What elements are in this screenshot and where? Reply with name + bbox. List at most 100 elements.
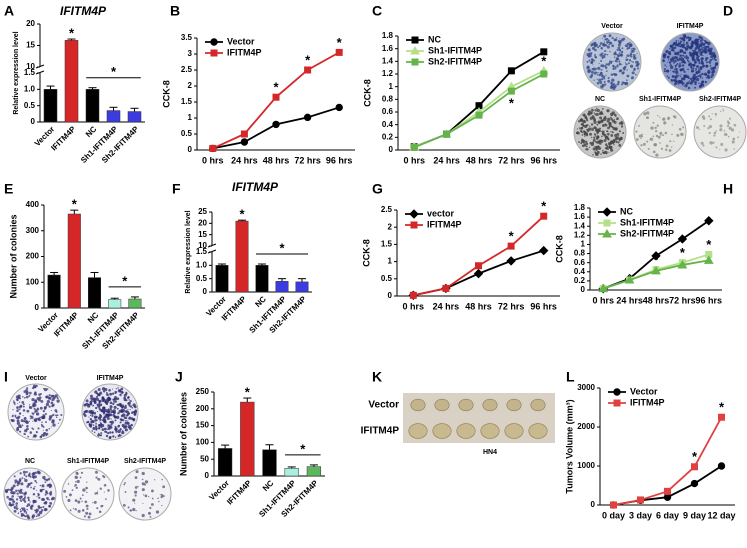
colony: [603, 139, 607, 142]
colony: [21, 507, 23, 510]
colony: [685, 37, 688, 39]
colony: [19, 472, 22, 475]
significance-star: *: [509, 96, 515, 111]
colony: [588, 146, 591, 148]
significance-star: *: [719, 400, 725, 415]
colony: [22, 507, 26, 511]
colony: [652, 121, 655, 124]
colony: [18, 405, 22, 409]
colony: [94, 416, 96, 419]
colony: [125, 420, 127, 422]
colony: [720, 142, 724, 146]
colony: [106, 410, 109, 414]
colony: [730, 128, 735, 132]
y-axis-label: CCK-8: [554, 235, 564, 263]
colony: [592, 42, 596, 46]
colony: [134, 486, 138, 489]
colony: [92, 398, 96, 403]
colony: [35, 472, 37, 474]
colony: [18, 490, 22, 494]
tumor: [506, 398, 522, 412]
bar: [43, 89, 58, 123]
colony: [711, 73, 715, 77]
colony: [671, 133, 673, 136]
y-tick-label: 10: [198, 241, 207, 250]
colony: [132, 418, 135, 421]
colony: [23, 390, 27, 393]
colony: [75, 486, 78, 490]
bar: [306, 466, 322, 477]
point: [410, 143, 418, 151]
colony: [714, 112, 717, 116]
colony: [674, 53, 676, 55]
colony: [585, 117, 588, 120]
colony: [715, 146, 718, 149]
colony: [55, 416, 58, 419]
y-axis-label: CCK-8: [361, 239, 371, 267]
colony: [40, 509, 44, 512]
colony: [107, 431, 110, 435]
colony: [616, 61, 618, 63]
colony: [677, 73, 679, 75]
colony: [95, 395, 99, 399]
colony: [692, 63, 696, 67]
significance-star: *: [653, 252, 659, 267]
colony: [596, 81, 600, 85]
colony: [31, 398, 35, 402]
colony: [121, 408, 125, 412]
colony: [636, 62, 640, 66]
bar: [85, 89, 100, 123]
colony: [594, 113, 597, 116]
colony: [594, 45, 596, 48]
colony: [675, 41, 678, 44]
colony: [34, 475, 37, 479]
tumor: [480, 423, 500, 439]
bar: [215, 265, 229, 293]
y-tick-label: 1.2: [382, 69, 394, 78]
colony: [124, 421, 128, 425]
plate-label: Sh1-IFITM4P: [67, 458, 109, 465]
colony: [669, 44, 674, 48]
colony: [89, 423, 93, 426]
point: [475, 262, 482, 270]
colony: [618, 130, 621, 133]
colony: [91, 398, 93, 401]
point: [335, 48, 343, 56]
colony: [704, 50, 706, 53]
colony: [97, 411, 99, 413]
colony: [671, 48, 673, 50]
colony: [44, 501, 48, 504]
colony: [603, 41, 605, 43]
colony: [24, 491, 27, 495]
colony: [664, 131, 668, 135]
colony: [45, 428, 49, 432]
colony: [101, 428, 105, 431]
x-tick-label: 48 hrs: [466, 155, 493, 165]
colony: [26, 424, 29, 428]
colony: [679, 54, 682, 57]
colony: [91, 412, 94, 415]
colony: [34, 411, 36, 413]
colony: [112, 388, 114, 390]
colony: [613, 120, 617, 124]
colony: [29, 431, 33, 434]
colony: [586, 53, 590, 57]
colony: [612, 60, 614, 63]
colony: [628, 59, 632, 62]
legend-label: NC: [620, 206, 633, 216]
colony: [106, 392, 108, 394]
colony: [103, 415, 105, 417]
x-tick-label: 0 day: [602, 510, 625, 520]
colony: [696, 65, 699, 68]
colony: [124, 491, 127, 493]
colony: [22, 403, 25, 406]
colony: [615, 140, 618, 144]
colony: [24, 478, 28, 483]
y-tick-label: 2.5: [181, 65, 193, 74]
colony: [701, 77, 704, 79]
colony: [81, 500, 83, 502]
colony: [74, 499, 78, 502]
colony: [676, 63, 678, 66]
y-tick-label: 2.5: [381, 205, 393, 214]
colony: [607, 148, 609, 151]
